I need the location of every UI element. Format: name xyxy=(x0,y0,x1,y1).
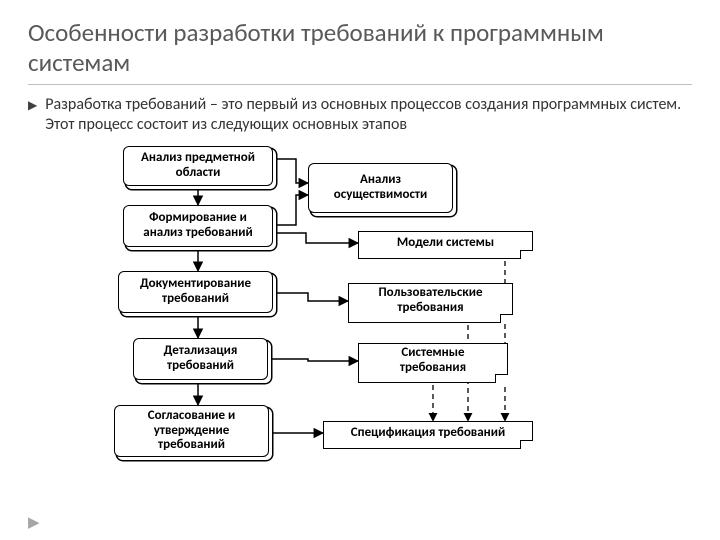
node-n5: Детализация требований xyxy=(133,338,268,380)
node-n1: Анализ предметной области xyxy=(123,146,273,186)
node-n4: Документирование требований xyxy=(118,271,273,313)
node-d3: Системные требования xyxy=(358,343,508,383)
bullet-marker-icon: ▶ xyxy=(28,99,37,135)
node-n6: Согласование и утверждение требований xyxy=(114,405,269,457)
edge-n3-n2 xyxy=(277,195,308,225)
node-d2: Пользовательские требования xyxy=(348,283,513,323)
edge-n1-n2 xyxy=(277,159,308,183)
node-d4: Спецификация требований xyxy=(323,421,533,449)
node-n2: Анализ осуществимости xyxy=(308,163,453,213)
bullet-row: ▶ Разработка требований – это первый из … xyxy=(28,95,692,135)
bullet-text: Разработка требований – это первый из ос… xyxy=(45,95,692,135)
edge-n5-d3 xyxy=(272,359,358,361)
edge-n4-d2 xyxy=(277,293,348,301)
edge-n3-d1 xyxy=(277,233,358,243)
footer-arrow-icon: ▶ xyxy=(28,513,40,532)
node-d1: Модели системы xyxy=(358,231,533,259)
node-n3: Формирование и анализ требований xyxy=(123,205,273,247)
slide-title: Особенности разработки требований к прог… xyxy=(28,18,692,85)
flowchart-diagram: Анализ предметной области Анализ осуществ… xyxy=(28,143,688,483)
